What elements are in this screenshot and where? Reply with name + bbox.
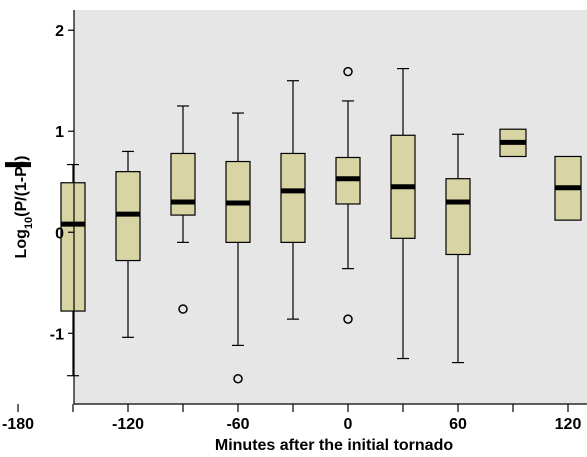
x-tick-label: -120 bbox=[112, 416, 144, 433]
box-group bbox=[60, 163, 86, 377]
x-tick-label: -60 bbox=[226, 416, 249, 433]
outlier-point bbox=[343, 314, 353, 324]
box-iqr bbox=[280, 152, 306, 243]
y-axis-title-main: Log bbox=[13, 229, 30, 258]
box-group bbox=[445, 133, 471, 364]
y-axis-title-subscript: 10 bbox=[23, 217, 35, 229]
x-axis-title: Minutes after the initial tornado bbox=[215, 437, 453, 454]
x-tick-label: 120 bbox=[555, 416, 582, 433]
plot-area bbox=[74, 10, 587, 404]
boxes-layer bbox=[5, 66, 582, 384]
box-group bbox=[335, 66, 361, 324]
box-iqr bbox=[445, 178, 471, 256]
box-iqr bbox=[170, 152, 196, 216]
x-tick-label: 0 bbox=[344, 416, 353, 433]
box-iqr bbox=[60, 182, 86, 312]
outlier-point bbox=[343, 66, 353, 77]
box-group bbox=[170, 105, 196, 314]
box-group bbox=[225, 112, 251, 384]
box-group bbox=[280, 80, 306, 320]
x-tick-label: -180 bbox=[2, 416, 34, 433]
y-tick-label: 2 bbox=[55, 23, 64, 40]
y-tick-label: 1 bbox=[55, 124, 64, 141]
x-tick-label: 60 bbox=[449, 416, 467, 433]
y-tick-label: 0 bbox=[55, 225, 64, 242]
box-group bbox=[390, 67, 416, 360]
y-tick-label: -1 bbox=[50, 326, 64, 343]
box-group bbox=[115, 150, 141, 338]
outlier-point bbox=[233, 373, 243, 384]
y-axis-title-rest: (P/(1-P)) bbox=[13, 156, 30, 217]
y-axis-title: Log10(P/(1-P)) bbox=[13, 156, 35, 259]
box-group bbox=[499, 128, 527, 158]
box-group bbox=[554, 155, 582, 221]
outlier-point bbox=[178, 304, 188, 314]
